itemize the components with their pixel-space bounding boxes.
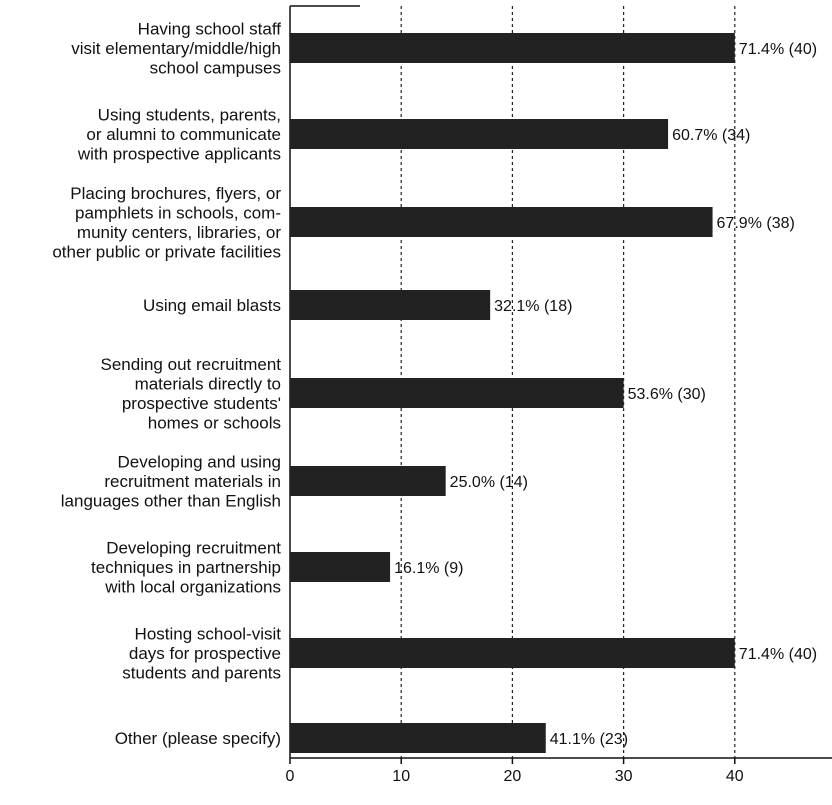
bar-9 [290, 723, 546, 753]
category-label-7-line-2: techniques in partnership [91, 558, 281, 577]
x-tick-label-10: 10 [392, 768, 410, 785]
value-label-9: 41.1% (23) [550, 731, 628, 748]
category-label-1-line-3: school campuses [150, 59, 281, 78]
category-label-3-line-4: other public or private facilities [52, 242, 281, 261]
category-label-2-line-3: with prospective applicants [77, 145, 281, 164]
bar-6 [290, 466, 446, 496]
category-label-3-line-3: munity centers, libraries, or [77, 223, 281, 242]
category-label-7-line-3: with local organizations [104, 578, 281, 597]
category-label-1-line-1: Having school staff [138, 20, 282, 39]
bar-8 [290, 638, 735, 668]
category-label-1-line-2: visit elementary/middle/high [71, 39, 281, 58]
bar-2 [290, 119, 669, 149]
category-label-8-line-2: days for prospective [129, 644, 281, 663]
category-label-3-line-1: Placing brochures, flyers, or [70, 184, 281, 203]
value-label-4: 32.1% (18) [494, 298, 572, 315]
bar-1 [290, 33, 735, 63]
category-label-6-line-3: languages other than English [61, 492, 281, 511]
x-tick-label-20: 20 [504, 768, 522, 785]
x-tick-label-40: 40 [726, 768, 744, 785]
bar-3 [290, 207, 713, 237]
category-label-5-line-2: materials directly to [135, 374, 281, 393]
value-label-5: 53.6% (30) [628, 386, 706, 403]
category-label-5-line-3: prospective students' [122, 394, 281, 413]
value-label-1: 71.4% (40) [739, 41, 817, 58]
category-label-2-line-1: Using students, parents, [98, 106, 281, 125]
category-label-4-line-1: Using email blasts [143, 296, 281, 315]
value-label-8: 71.4% (40) [739, 646, 817, 663]
category-label-9-line-1: Other (please specify) [115, 729, 281, 748]
category-label-7-line-1: Developing recruitment [106, 539, 281, 558]
category-label-6-line-1: Developing and using [117, 453, 281, 472]
value-label-7: 16.1% (9) [394, 560, 463, 577]
category-label-8-line-3: students and parents [122, 664, 281, 683]
value-label-3: 67.9% (38) [717, 215, 795, 232]
category-label-8-line-1: Hosting school-visit [135, 625, 282, 644]
category-label-5-line-4: homes or schools [148, 413, 281, 432]
x-tick-label-30: 30 [615, 768, 633, 785]
category-label-6-line-2: recruitment materials in [104, 472, 281, 491]
bar-7 [290, 552, 391, 582]
category-label-3-line-2: pamphlets in schools, com- [75, 203, 281, 222]
value-label-2: 60.7% (34) [672, 127, 750, 144]
category-label-2-line-2: or alumni to communicate [86, 125, 281, 144]
value-label-6: 25.0% (14) [450, 474, 528, 491]
x-tick-label-0: 0 [286, 768, 295, 785]
category-label-5-line-1: Sending out recruitment [101, 355, 282, 374]
bar-5 [290, 378, 624, 408]
bar-4 [290, 290, 491, 320]
